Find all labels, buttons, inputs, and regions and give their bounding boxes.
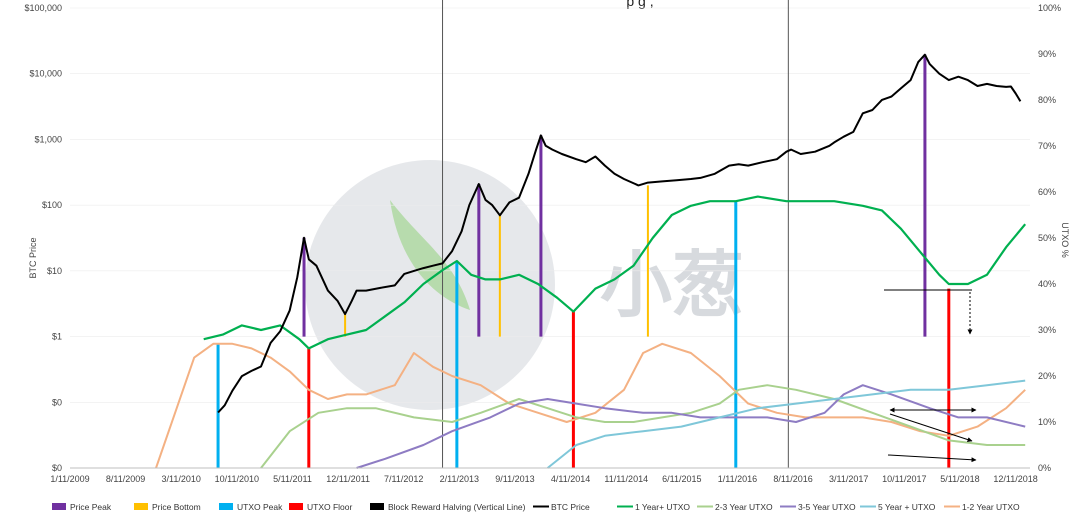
utxo-2-3y-line bbox=[260, 384, 1026, 469]
y-left-tick-label: $0 bbox=[52, 463, 62, 473]
legend-label: 5 Year + UTXO bbox=[878, 502, 936, 512]
btc-price-line bbox=[217, 53, 1022, 414]
legend-label: BTC Price bbox=[551, 502, 590, 512]
legend-swatch bbox=[134, 503, 148, 510]
y-right-tick-label: 50% bbox=[1038, 233, 1056, 243]
y-right-tick-label: 90% bbox=[1038, 49, 1056, 59]
x-tick-label: 5/11/2018 bbox=[940, 474, 979, 484]
legend-swatch bbox=[289, 503, 303, 510]
annotations bbox=[884, 289, 977, 463]
watermark-leaf-icon bbox=[390, 200, 470, 310]
x-tick-label: 8/11/2009 bbox=[106, 474, 145, 484]
x-tick-label: 3/11/2010 bbox=[162, 474, 201, 484]
legend-swatch bbox=[370, 503, 384, 510]
x-tick-label: 10/11/2010 bbox=[215, 474, 259, 484]
utxo-1-2y-line bbox=[155, 342, 1026, 469]
y-right-tick-label: 20% bbox=[1038, 371, 1056, 381]
legend-label: 1-2 Year UTXO bbox=[962, 502, 1020, 512]
y-right-title: UTXO % bbox=[1060, 222, 1070, 258]
gridlines bbox=[70, 7, 1030, 469]
legend-label: UTXO Floor bbox=[307, 502, 353, 512]
y-right-tick-label: 70% bbox=[1038, 141, 1056, 151]
legend-label: Block Reward Halving (Vertical Line) bbox=[388, 502, 526, 512]
legend-label: Price Peak bbox=[70, 502, 112, 512]
x-tick-label: 3/11/2017 bbox=[829, 474, 868, 484]
y-left-tick-label: $100,000 bbox=[24, 3, 62, 13]
utxo-3-5y-line bbox=[356, 384, 1026, 469]
x-tick-label: 5/11/2011 bbox=[273, 474, 312, 484]
x-tick-label: 9/11/2013 bbox=[495, 474, 534, 484]
y-right-tick-label: 40% bbox=[1038, 279, 1056, 289]
y-left-tick-label: $10,000 bbox=[29, 69, 62, 79]
x-tick-label: 7/11/2012 bbox=[384, 474, 423, 484]
annotation-arrow bbox=[889, 413, 973, 442]
y-left-tick-label: $0 bbox=[52, 397, 62, 407]
y-right-tick-label: 100% bbox=[1038, 3, 1061, 13]
axes: $0 $0 $1 $10 $100 $1,000 $10,000 $100,000 0% 10% 2… bbox=[24, 3, 1061, 484]
legend-label: 1 Year+ UTXO bbox=[635, 502, 690, 512]
utxo-5y-line bbox=[546, 379, 1026, 469]
legend-swatch bbox=[219, 503, 233, 510]
utxo-1y-line bbox=[203, 195, 1027, 350]
x-tick-label: 2/11/2013 bbox=[440, 474, 479, 484]
legend-label: 2-3 Year UTXO bbox=[715, 502, 773, 512]
y-right-tick-label: 80% bbox=[1038, 95, 1056, 105]
y-left-tick-label: $10 bbox=[47, 266, 62, 276]
x-tick-label: 1/11/2016 bbox=[718, 474, 757, 484]
x-tick-label: 11/11/2014 bbox=[604, 474, 648, 484]
y-left-tick-label: $1,000 bbox=[34, 134, 62, 144]
legend-swatch bbox=[52, 503, 66, 510]
y-right-tick-label: 10% bbox=[1038, 417, 1056, 427]
y-left-tick-label: $1 bbox=[52, 332, 62, 342]
y-left-title: BTC Price bbox=[28, 237, 38, 278]
x-tick-label: 4/11/2014 bbox=[551, 474, 590, 484]
y-right-tick-label: 30% bbox=[1038, 325, 1056, 335]
legend-label: Price Bottom bbox=[152, 502, 201, 512]
x-tick-label: 6/11/2015 bbox=[662, 474, 701, 484]
series-lines bbox=[155, 53, 1027, 469]
x-tick-label: 8/11/2016 bbox=[773, 474, 812, 484]
halving-lines bbox=[442, 0, 789, 468]
watermark-text: 小葱 bbox=[600, 246, 744, 326]
annotation-arrow bbox=[887, 454, 977, 463]
x-tick-label: 12/11/2011 bbox=[326, 474, 370, 484]
chart-title: p g , bbox=[626, 0, 653, 9]
legend: Price Peak Price Bottom UTXO Peak UTXO Floo… bbox=[52, 502, 1020, 512]
legend-label: UTXO Peak bbox=[237, 502, 283, 512]
watermark: 小葱 bbox=[305, 160, 744, 410]
y-right-tick-label: 0% bbox=[1038, 463, 1051, 473]
legend-label: 3-5 Year UTXO bbox=[798, 502, 856, 512]
x-tick-label: 10/11/2017 bbox=[882, 474, 926, 484]
x-tick-label: 1/11/2009 bbox=[50, 474, 89, 484]
y-right-tick-label: 60% bbox=[1038, 187, 1056, 197]
y-left-tick-label: $100 bbox=[42, 200, 62, 210]
x-tick-label: 12/11/2018 bbox=[993, 474, 1037, 484]
